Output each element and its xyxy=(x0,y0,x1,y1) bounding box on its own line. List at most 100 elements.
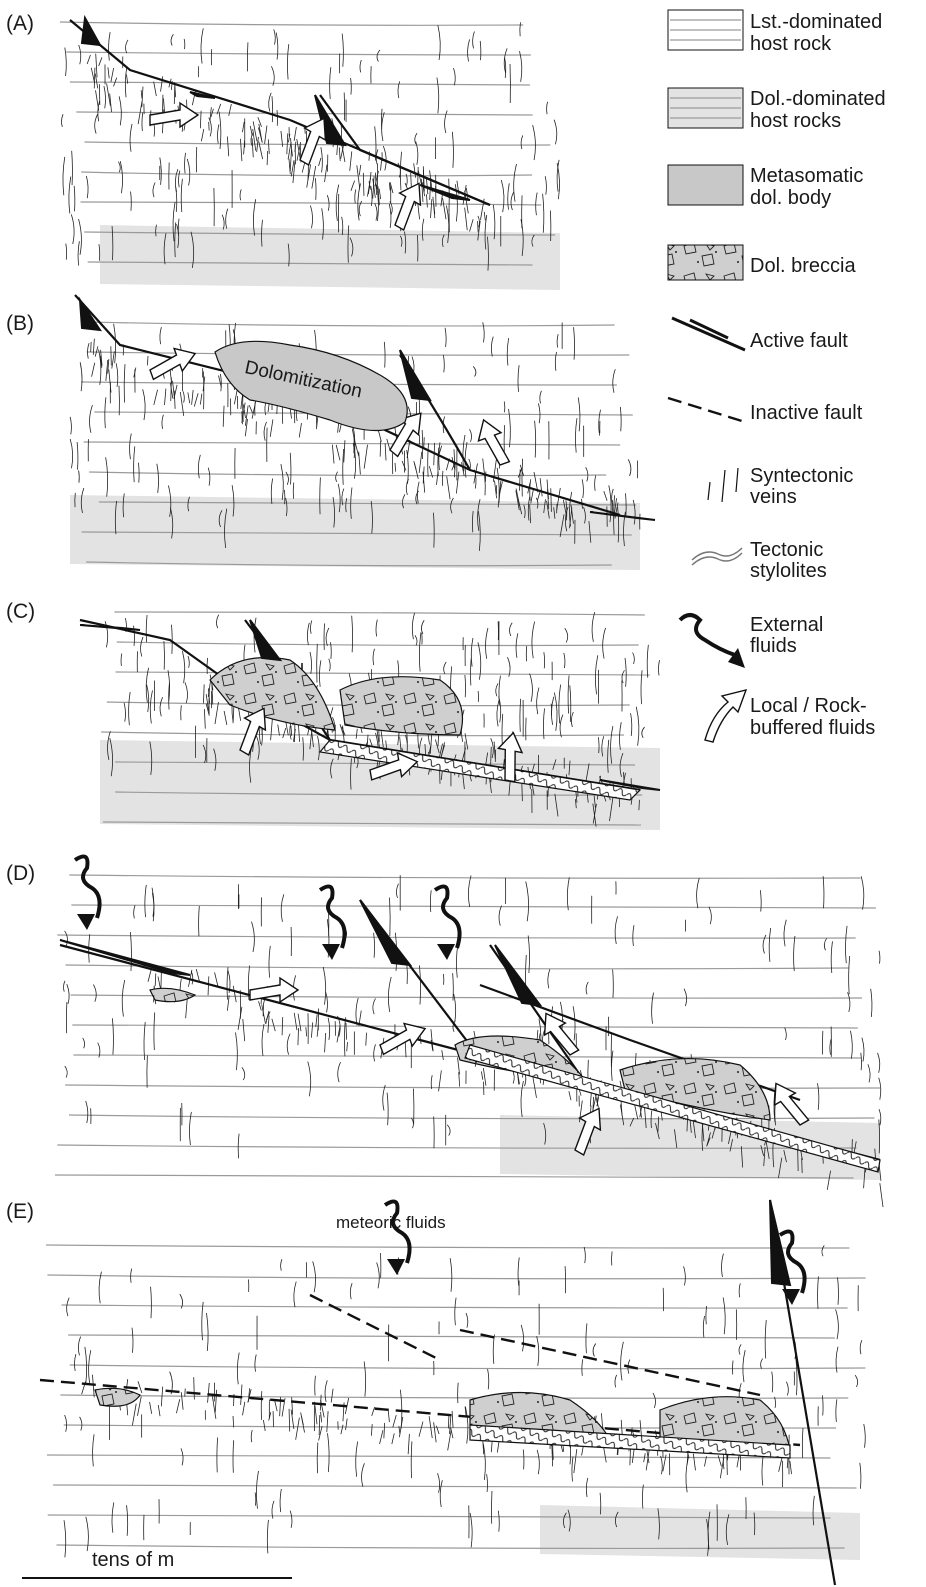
vein xyxy=(215,1390,216,1413)
vein xyxy=(336,472,338,482)
vein xyxy=(99,1272,101,1304)
vein xyxy=(154,82,157,97)
vein xyxy=(377,50,380,62)
vein xyxy=(491,337,493,357)
vein xyxy=(181,1448,183,1465)
vein xyxy=(473,366,476,376)
vein xyxy=(329,659,330,671)
vein xyxy=(79,45,81,64)
vein xyxy=(642,727,645,738)
vein xyxy=(880,1183,883,1207)
vein xyxy=(351,78,352,95)
vein xyxy=(200,394,201,405)
vein xyxy=(255,1355,256,1372)
vein xyxy=(99,244,100,261)
bedding-line xyxy=(71,905,876,908)
vein xyxy=(414,463,418,479)
vein xyxy=(784,920,786,947)
vein xyxy=(871,989,872,1017)
vein xyxy=(124,703,125,722)
vein xyxy=(362,1463,365,1486)
vein xyxy=(93,1434,94,1466)
legend: Lst.-dominatedhost rock Dol.-dominatedho… xyxy=(668,10,886,742)
vein xyxy=(126,40,128,53)
vein xyxy=(621,1342,624,1381)
vein xyxy=(411,1441,412,1478)
vein xyxy=(65,48,66,77)
vein xyxy=(216,615,218,628)
vein xyxy=(543,708,544,739)
panel-label: (A) xyxy=(6,12,34,35)
vein xyxy=(281,1259,282,1270)
vein xyxy=(861,1053,862,1070)
external-fluid xyxy=(75,856,100,918)
vein xyxy=(151,1287,152,1318)
breccia-body xyxy=(210,658,335,731)
vein xyxy=(188,656,189,668)
legend-swatch xyxy=(668,165,743,205)
vein xyxy=(540,391,542,404)
vein xyxy=(270,419,273,436)
vein xyxy=(697,878,700,908)
vein xyxy=(174,84,175,104)
vein xyxy=(471,658,472,685)
vein xyxy=(569,1091,571,1100)
vein xyxy=(111,68,114,82)
vein xyxy=(732,1361,733,1375)
vein xyxy=(684,1266,686,1285)
vein xyxy=(426,194,427,207)
vein xyxy=(836,1309,839,1339)
vein xyxy=(165,389,166,405)
vein xyxy=(533,125,536,160)
vein xyxy=(70,439,73,468)
vein xyxy=(586,982,588,995)
vein xyxy=(290,1511,292,1528)
vein xyxy=(381,160,382,170)
fault-slip-arrow xyxy=(400,350,430,400)
vein xyxy=(845,926,847,963)
vein xyxy=(567,877,569,910)
vein xyxy=(315,1376,316,1396)
vein xyxy=(411,1118,413,1128)
vein xyxy=(194,393,198,406)
vein xyxy=(514,164,517,202)
vein xyxy=(419,632,421,671)
vein xyxy=(372,1407,375,1416)
vein xyxy=(93,985,96,1002)
vein xyxy=(632,1448,634,1463)
vein xyxy=(89,1350,91,1383)
vein xyxy=(95,114,98,133)
external-fluid xyxy=(782,1289,800,1305)
vein xyxy=(790,1461,792,1474)
vein xyxy=(535,421,536,458)
legend-line: buffered fluids xyxy=(750,717,875,739)
vein xyxy=(445,328,446,347)
vein xyxy=(243,1402,245,1415)
vein xyxy=(521,135,523,149)
legend-label: Externalfluids xyxy=(750,614,823,657)
vein xyxy=(824,938,826,950)
vein xyxy=(822,1395,823,1415)
vein xyxy=(574,1449,577,1473)
legend-swatch xyxy=(672,318,745,350)
vein xyxy=(521,1081,523,1117)
vein xyxy=(485,472,486,482)
vein xyxy=(387,439,390,451)
vein xyxy=(224,711,227,725)
vein xyxy=(227,136,228,156)
vein xyxy=(483,1440,484,1455)
vein xyxy=(352,616,353,653)
vein xyxy=(250,126,252,136)
vein xyxy=(615,916,617,944)
legend-line: Lst.-dominated xyxy=(750,11,882,33)
vein xyxy=(344,1017,345,1056)
legend-line: host rock xyxy=(750,33,832,55)
vein xyxy=(281,894,284,921)
vein xyxy=(258,117,262,127)
vein xyxy=(268,1016,269,1033)
bedding-line xyxy=(72,1025,857,1028)
vein xyxy=(487,1474,488,1492)
vein xyxy=(184,39,185,49)
vein xyxy=(779,1458,782,1472)
vein xyxy=(65,1066,67,1078)
